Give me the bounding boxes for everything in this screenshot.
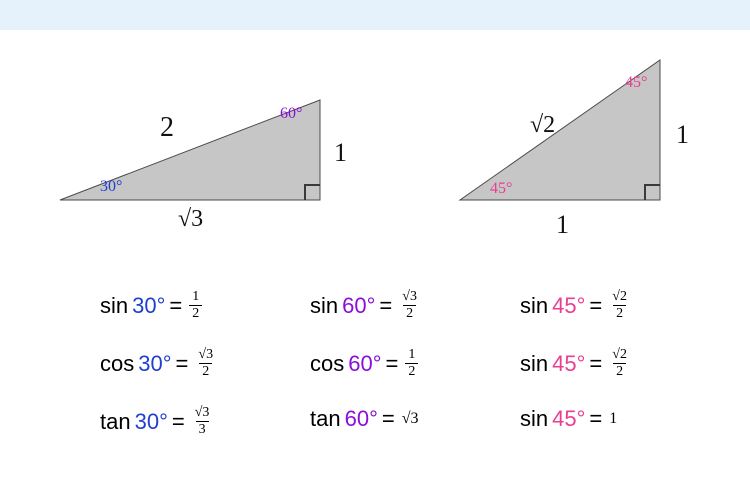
equation-row: tan 30° = √33	[100, 406, 212, 437]
angle-45-bottom-label: 45°	[490, 180, 512, 198]
equation-row: sin 60° = √32	[310, 290, 420, 321]
equation-row: sin 45° = 1	[520, 406, 617, 432]
equation-row: sin 30° = 12	[100, 290, 202, 321]
triangle-45-45-90	[0, 0, 750, 260]
equation-row: cos 30° = √32	[100, 348, 216, 379]
equation-row: sin 45° = √22	[520, 290, 630, 321]
right-angle-marker-right	[644, 184, 660, 200]
angle-45-top-label: 45°	[625, 74, 647, 92]
equation-row: cos 60° = 12	[310, 348, 418, 379]
side-sqrt2-label: √2	[530, 112, 555, 139]
stage: 30° 60° 2 1 √3 45° 45° √2 1 1 sin 30° = …	[0, 0, 750, 500]
side-1-right-base: 1	[556, 210, 569, 240]
equation-row: sin 45° = √22	[520, 348, 630, 379]
equation-row: tan 60° = √3	[310, 406, 419, 432]
side-1-right-vert: 1	[676, 120, 689, 150]
